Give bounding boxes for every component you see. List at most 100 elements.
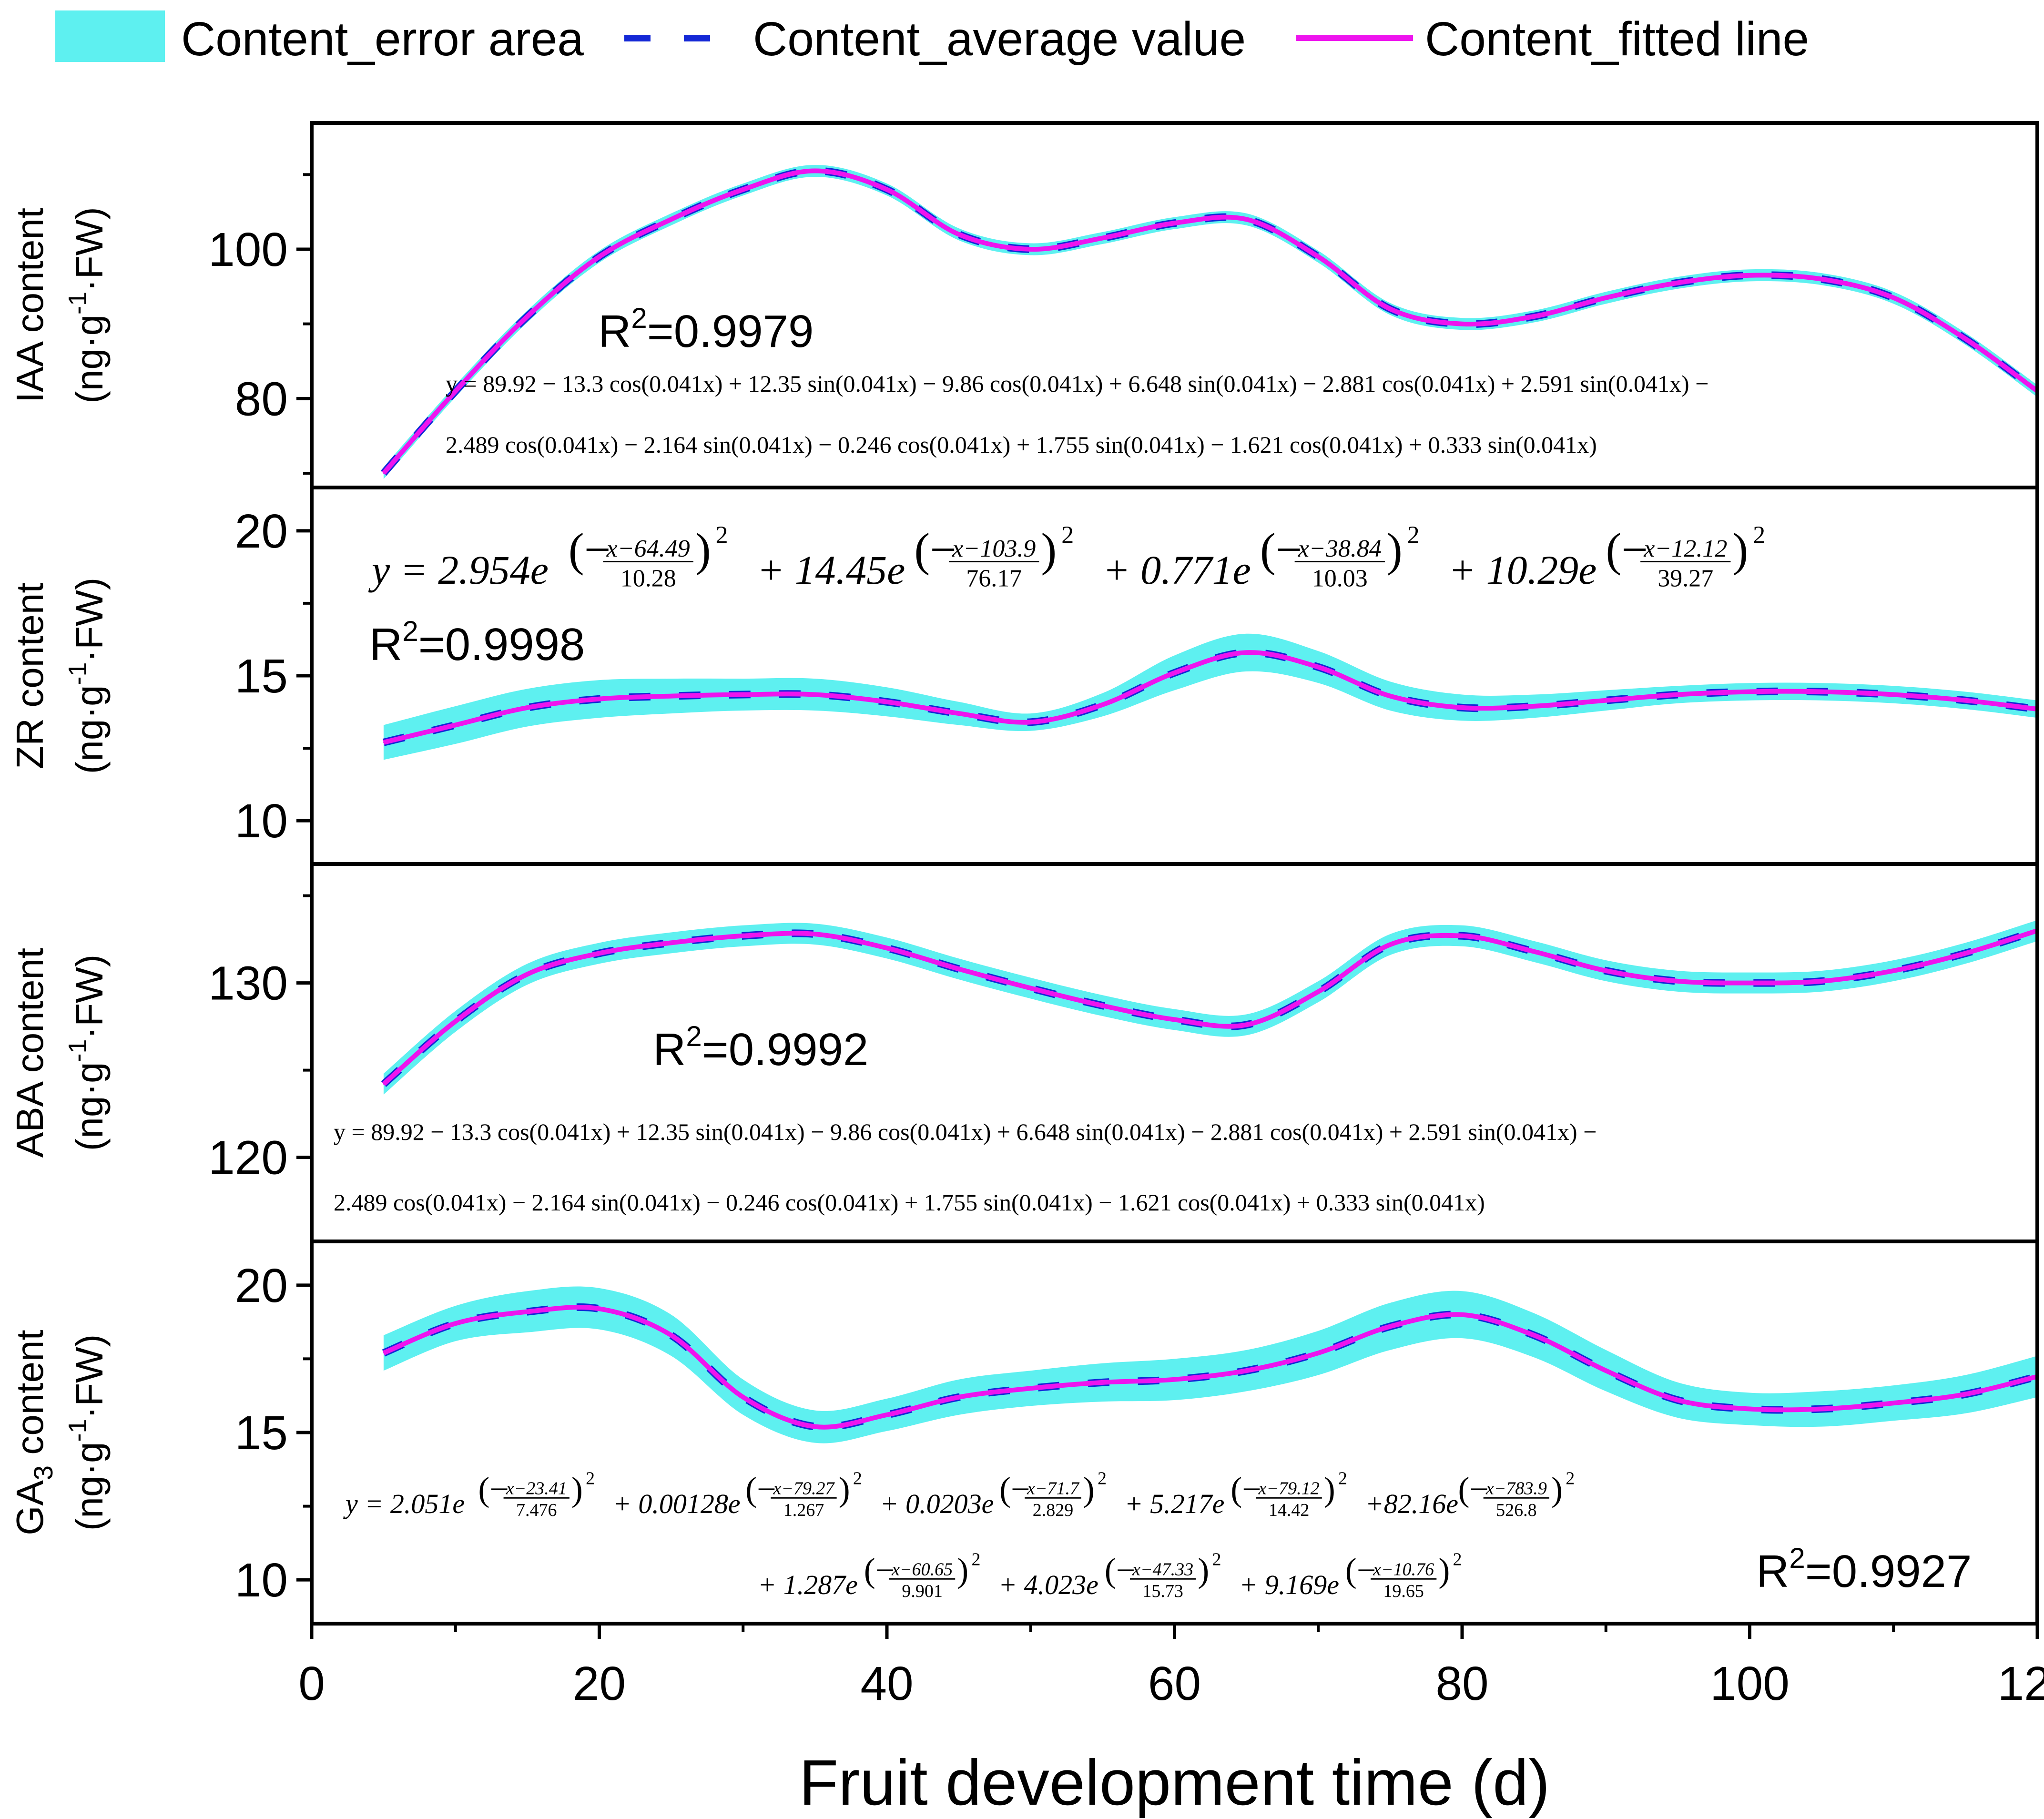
point-GA3-60	[1174, 1379, 1175, 1380]
point-ABA-50	[1030, 987, 1031, 989]
point-IAA-90	[1605, 297, 1607, 298]
legend-swatch-error-area	[55, 10, 165, 62]
equation-term-4-GA3-numerator: x−79.12	[1258, 1479, 1320, 1499]
y-tick-label-GA3-20: 20	[235, 1259, 288, 1312]
x-tick-label-80: 80	[1435, 1657, 1488, 1710]
point-GA3-115	[1965, 1393, 1966, 1395]
fitted-line-IAA	[382, 168, 2039, 475]
y-axis-title-text: IAA content	[9, 208, 51, 403]
point-IAA-50	[1030, 249, 1031, 250]
equation-term-2-GA3-square: 2	[853, 1469, 862, 1489]
equation-term-2-ZR-coef-text: + 14.45e	[757, 547, 905, 593]
equation-term-3-ZR-lparen: (−	[1260, 524, 1302, 576]
point-ZR-105	[1821, 691, 1822, 692]
r2-r: R	[369, 619, 402, 670]
equation-term-4-GA3-rparen: )	[1324, 1470, 1335, 1508]
y-axis-unit-superscript: -1	[63, 662, 92, 685]
point-GA3-110	[1893, 1402, 1894, 1404]
fitted-line-ABA	[382, 928, 2038, 1086]
point-GA3-70	[1318, 1352, 1319, 1354]
equation-term-3-GA3-rparen: )	[1083, 1470, 1095, 1508]
x-tick-label-20: 20	[573, 1657, 626, 1710]
equation-term-5-GA3-coef: +82.16e	[1365, 1488, 1458, 1519]
equation-term-3-ZR-numerator: x−38.84	[1298, 535, 1382, 562]
equation-term-5-GA3-denominator: 526.8	[1496, 1500, 1537, 1520]
equation-term-1-GA3-coef: y = 2.051e	[343, 1488, 465, 1519]
equation-term-6-GA3-coef-text: + 1.287e	[758, 1569, 858, 1600]
y-axis-title-text: ZR content	[9, 582, 51, 769]
equation-term-1-ZR-numerator: x−64.49	[606, 535, 690, 562]
y-tick-label-ABA-120: 120	[208, 1131, 288, 1185]
y-axis-title-text: GA	[9, 1480, 51, 1535]
y-axis-title-subscript: 3	[28, 1465, 58, 1480]
equation-term-1-GA3-lparen: (−	[478, 1470, 509, 1508]
point-IAA-60	[1174, 223, 1175, 224]
r2-label-IAA: R2=0.9979	[598, 302, 814, 357]
y-axis-unit-text-2: ·FW)	[68, 578, 111, 662]
equation-term-7-GA3-rparen: )	[1198, 1551, 1209, 1589]
equation-term-4-ZR-coef-text: + 10.29e	[1448, 547, 1597, 593]
y-axis-unit-text: (ng·g	[68, 1442, 111, 1531]
point-GA3-80	[1462, 1314, 1463, 1315]
point-ZR-20	[599, 698, 600, 700]
y-tick-label-GA3-10: 10	[235, 1554, 288, 1607]
y-axis-unit-IAA: (ng·g-1·FW)	[63, 207, 111, 403]
equation-term-3-ZR-coef-text: + 0.771e	[1103, 547, 1251, 593]
r2-r: R	[1756, 1546, 1789, 1597]
equation-term-3-GA3-coef: + 0.0203e	[880, 1488, 994, 1519]
equation-line-1-IAA: y = 89.92 − 13.3 cos(0.041x) + 12.35 sin…	[446, 370, 1708, 397]
point-IAA-70	[1318, 256, 1319, 257]
equation-term-4-GA3-lparen: (−	[1230, 1470, 1261, 1508]
point-IAA-110	[1893, 297, 1894, 298]
r2-exp: 2	[631, 302, 647, 334]
point-GA3-65	[1246, 1370, 1247, 1372]
y-tick-label-IAA-100: 100	[208, 223, 288, 276]
point-ZR-40	[886, 701, 887, 702]
point-IAA-105	[1821, 278, 1822, 280]
equation-term-1-ZR-rparen: )	[695, 524, 711, 576]
point-IAA-55	[1102, 237, 1103, 239]
point-ABA-30	[742, 935, 744, 936]
equation-term-2-ZR-denominator: 76.17	[966, 565, 1022, 592]
equation-term-8-GA3-rparen: )	[1438, 1551, 1450, 1589]
equation-term-4-ZR-denominator: 39.27	[1658, 565, 1713, 592]
r2-exp: 2	[1789, 1542, 1805, 1574]
equation-line-2-ABA: 2.489 cos(0.041x) − 2.164 sin(0.041x) − …	[334, 1189, 1485, 1216]
equation-term-2-ZR-rparen: )	[1041, 524, 1057, 576]
point-ABA-70	[1318, 991, 1319, 992]
point-GA3-100	[1749, 1408, 1750, 1410]
equation-term-1-ZR-coef: y = 2.954e	[368, 547, 549, 593]
r2-label-ABA: R2=0.9992	[653, 1020, 868, 1075]
point-ABA-15	[527, 974, 528, 975]
r2-value: =0.9927	[1805, 1546, 1972, 1597]
equation-term-2-GA3-rparen: )	[839, 1470, 850, 1508]
equation-term-7-GA3-coef: + 4.023e	[998, 1569, 1098, 1600]
point-ZR-10	[455, 724, 456, 726]
y-axis-title-ZR: ZR content	[9, 582, 51, 769]
point-ZR-80	[1462, 707, 1463, 708]
point-IAA-20	[599, 256, 600, 257]
equation-term-2-GA3-numerator: x−79.27	[773, 1479, 835, 1499]
equation-term-4-GA3-denominator: 14.42	[1269, 1500, 1310, 1520]
point-ABA-65	[1246, 1024, 1247, 1026]
equation-term-8-GA3-coef-text: + 9.169e	[1239, 1569, 1339, 1600]
point-ABA-5	[383, 1083, 384, 1085]
panel-frame-ABA	[310, 862, 2039, 1243]
equation-term-2-ZR-numerator: x−103.9	[952, 535, 1036, 562]
r2-exp: 2	[686, 1020, 702, 1052]
point-ABA-85	[1533, 951, 1535, 952]
equation-term-5-GA3-coef-text: +82.16e	[1365, 1488, 1458, 1519]
equation-term-8-GA3-lparen: (−	[1345, 1551, 1376, 1589]
y-tick-label-ZR-20: 20	[235, 505, 288, 558]
point-GA3-50	[1030, 1388, 1031, 1389]
panel-IAA: 80 100 IAA content (ng·g-1·FW) R2=0.9979 y = …	[9, 121, 2040, 489]
fitted-line-GA3	[382, 1305, 2038, 1430]
equation-term-6-GA3-lparen: (−	[864, 1551, 895, 1589]
point-ABA-45	[958, 968, 959, 970]
y-axis-unit-superscript: -1	[63, 292, 92, 315]
equation-term-1-GA3-denominator: 7.476	[516, 1500, 557, 1520]
equation-term-8-GA3-numerator: x−10.76	[1373, 1560, 1434, 1580]
point-ABA-110	[1893, 970, 1894, 971]
